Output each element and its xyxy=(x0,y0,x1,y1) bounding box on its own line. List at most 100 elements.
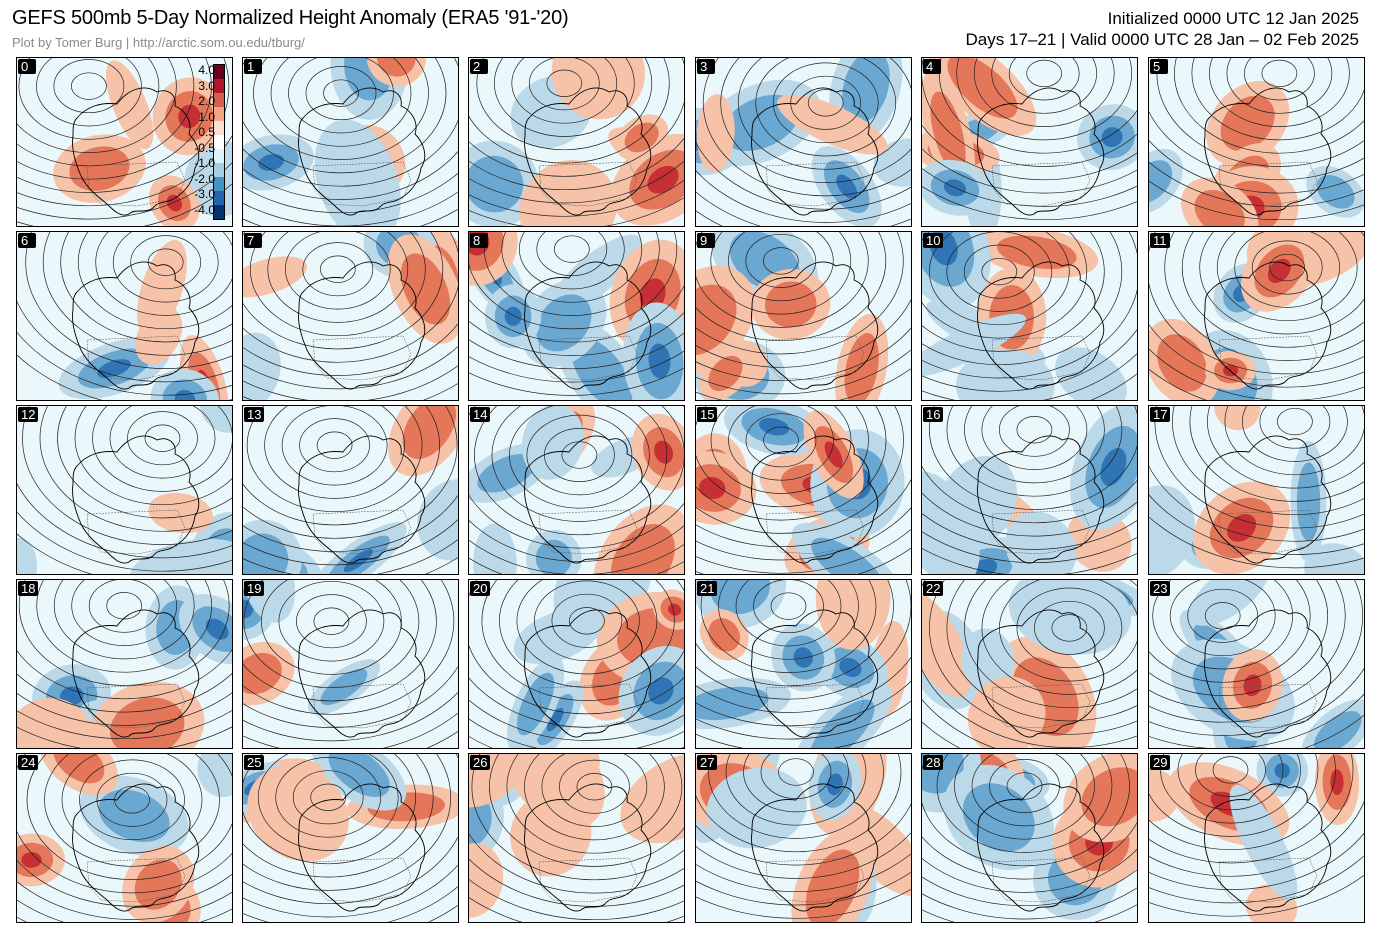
negative-anomaly-area xyxy=(174,389,196,400)
height-contour xyxy=(17,135,232,207)
negative-anomaly-area xyxy=(873,138,911,187)
height-contour xyxy=(790,75,862,130)
member-number-label: 2 xyxy=(470,59,488,74)
height-contour xyxy=(922,531,1137,564)
member-panel: 4 xyxy=(921,57,1138,227)
height-contour xyxy=(1177,754,1284,811)
height-contour xyxy=(559,759,630,814)
height-contour xyxy=(243,323,458,376)
state-borders xyxy=(86,857,186,903)
height-contour xyxy=(1149,754,1319,837)
height-contour xyxy=(544,428,615,482)
height-contour xyxy=(1149,494,1364,555)
height-contour xyxy=(281,406,388,486)
negative-anomaly-area xyxy=(343,549,373,573)
negative-anomaly-area xyxy=(956,348,1055,400)
height-contour xyxy=(1149,754,1354,864)
member-number-label: 1 xyxy=(244,59,262,74)
negative-anomaly-area xyxy=(243,580,296,623)
height-contour xyxy=(1149,754,1336,851)
height-contour xyxy=(243,519,458,566)
member-number-label: 5 xyxy=(1150,59,1168,74)
colorbar-labels: 4.0 3.0 2.0 1.0 0.5 -0.5 -1.0 -2.0 -3.0 -4.0 xyxy=(175,58,215,226)
negative-anomaly-area xyxy=(1304,543,1364,574)
height-contour xyxy=(489,754,684,867)
height-contour xyxy=(302,242,374,297)
anomaly-map xyxy=(17,406,232,574)
colorbar-tick-label: -4.0 xyxy=(194,202,215,217)
height-contour xyxy=(778,758,814,786)
height-contour xyxy=(696,406,904,534)
negative-anomaly-area xyxy=(129,538,232,574)
state-borders xyxy=(991,857,1091,903)
anomaly-map xyxy=(469,406,684,574)
height-contour xyxy=(243,580,420,689)
coastline xyxy=(298,435,426,564)
colorbar-tick-label: -2.0 xyxy=(194,171,215,186)
negative-anomaly-area xyxy=(1313,710,1362,748)
height-contour xyxy=(1149,580,1311,683)
height-contour xyxy=(92,406,232,492)
height-contour xyxy=(1149,855,1364,904)
member-number-label: 10 xyxy=(923,233,944,248)
height-contour xyxy=(1234,232,1341,308)
height-contour xyxy=(753,580,824,634)
coastline xyxy=(298,783,426,912)
height-contour xyxy=(243,406,440,526)
member-panel: 21 xyxy=(695,579,912,749)
member-panel: 14 xyxy=(468,405,685,575)
height-contour xyxy=(469,878,684,921)
height-contour xyxy=(469,350,684,383)
coastline xyxy=(977,609,1105,738)
height-contour xyxy=(745,233,817,288)
height-contour xyxy=(469,179,684,217)
coastline xyxy=(298,609,426,738)
member-panel: 19 xyxy=(242,579,459,749)
height-contour xyxy=(506,754,683,854)
negative-anomaly-area xyxy=(197,754,232,798)
state-borders xyxy=(538,161,638,207)
coastline xyxy=(977,783,1105,912)
negative-anomaly-area xyxy=(696,686,769,721)
positive-anomaly-area xyxy=(134,859,182,910)
negative-anomaly-area xyxy=(1055,347,1127,400)
height-contour xyxy=(88,580,160,633)
coastline xyxy=(524,261,652,390)
height-contour xyxy=(278,580,385,662)
height-contour xyxy=(1149,180,1364,221)
height-contour xyxy=(710,232,852,315)
height-contour xyxy=(243,150,458,200)
height-contour xyxy=(17,649,232,700)
height-contour xyxy=(270,58,412,147)
height-contour xyxy=(922,124,1137,181)
height-contour xyxy=(243,754,434,878)
height-contour xyxy=(1149,232,1364,375)
negative-anomaly-area xyxy=(513,608,602,664)
coastline xyxy=(1204,87,1332,216)
height-contour xyxy=(1242,406,1348,462)
anomaly-map xyxy=(922,580,1137,748)
height-contour xyxy=(501,232,643,303)
height-contour xyxy=(518,232,625,290)
member-panel: 24 xyxy=(16,753,233,923)
height-contour xyxy=(1244,58,1315,101)
negative-anomaly-area xyxy=(205,618,229,640)
height-contour xyxy=(44,754,220,867)
positive-anomaly-area xyxy=(699,477,726,499)
coastline xyxy=(977,435,1105,564)
member-panel: 1 xyxy=(242,57,459,227)
member-number-label: 0 xyxy=(18,59,36,74)
height-contour xyxy=(499,580,675,688)
height-contour xyxy=(807,89,844,117)
state-borders xyxy=(991,335,1091,381)
positive-anomaly-area xyxy=(166,194,183,212)
colorbar-tick-label: 1.0 xyxy=(198,109,215,124)
coastline xyxy=(751,783,879,912)
valid-text: Days 17–21 | Valid 0000 UTC 28 Jan – 02 … xyxy=(965,30,1359,49)
height-contour xyxy=(745,413,817,468)
coastline xyxy=(524,783,652,912)
colorbar-tick-label: -0.5 xyxy=(194,140,215,155)
negative-anomaly-area xyxy=(1274,762,1290,779)
height-contour xyxy=(243,232,458,363)
anomaly-map xyxy=(1149,406,1364,574)
